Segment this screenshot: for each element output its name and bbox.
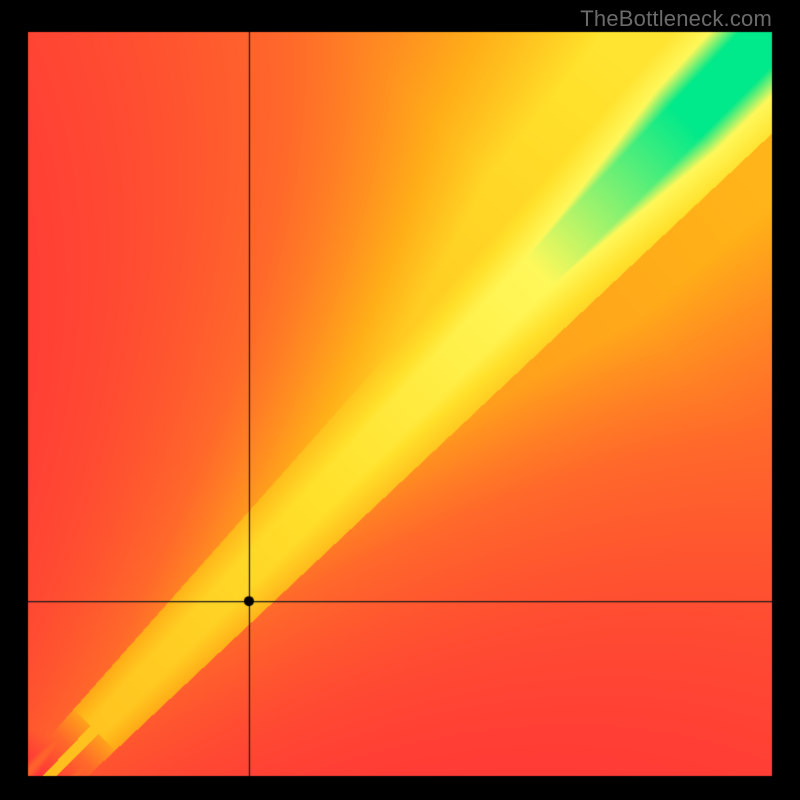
chart-container: TheBottleneck.com bbox=[0, 0, 800, 800]
heatmap-canvas bbox=[0, 0, 800, 800]
watermark-text: TheBottleneck.com bbox=[580, 6, 772, 32]
